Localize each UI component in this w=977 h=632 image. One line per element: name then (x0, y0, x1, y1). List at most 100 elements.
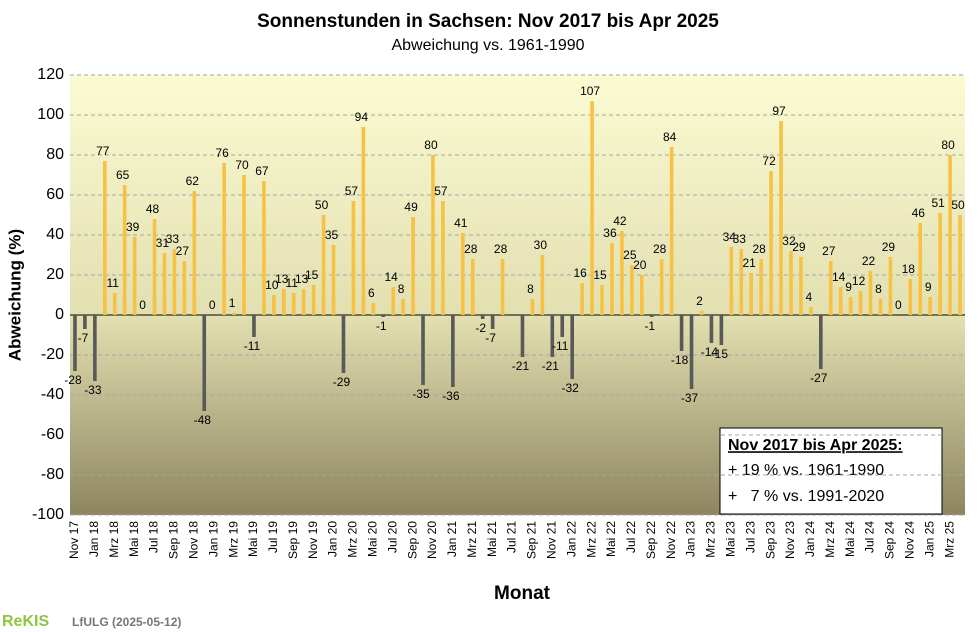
x-tick-label: Nov 22 (664, 521, 678, 559)
bar (311, 285, 316, 315)
value-label: 9 (925, 280, 932, 294)
value-label: -35 (412, 387, 430, 401)
y-tick-label: 60 (46, 186, 64, 203)
x-tick-label: Sep 23 (763, 521, 777, 559)
bar (769, 171, 773, 315)
annotation-box (719, 427, 943, 515)
x-tick-label: Mai 18 (127, 521, 141, 557)
value-label: 57 (345, 184, 359, 198)
value-label: 80 (424, 138, 438, 152)
bar (689, 315, 694, 389)
value-label: 62 (186, 174, 200, 188)
x-tick-label: Jul 18 (147, 521, 161, 553)
bar (779, 121, 783, 315)
value-label: 9 (845, 280, 852, 294)
value-label: 50 (315, 198, 329, 212)
value-label: 65 (116, 168, 130, 182)
bar (789, 251, 793, 315)
value-label: 28 (464, 242, 478, 256)
x-tick-label: Mrz 18 (107, 521, 121, 558)
bar (560, 315, 565, 337)
bar (461, 233, 465, 315)
x-tick-label: Jan 19 (206, 521, 220, 557)
x-tick-label: Mai 24 (843, 521, 857, 557)
bar (262, 181, 266, 315)
bar (272, 295, 276, 315)
value-label: -21 (542, 359, 560, 373)
value-label: -14 (701, 345, 719, 359)
value-label: -21 (512, 359, 530, 373)
value-label: 42 (613, 214, 627, 228)
value-label: 15 (593, 268, 607, 282)
x-tick-label: Nov 17 (67, 521, 81, 559)
x-tick-label: Mrz 22 (584, 521, 598, 558)
x-tick-label: Mrz 25 (942, 521, 956, 558)
bar (520, 315, 525, 357)
value-label: 20 (633, 258, 647, 272)
bar (480, 315, 485, 319)
bar (381, 315, 386, 317)
value-label: 10 (265, 278, 279, 292)
value-label: -1 (376, 319, 387, 333)
bar (669, 147, 674, 315)
x-tick-label: Jan 22 (564, 521, 578, 557)
value-label: 76 (215, 146, 229, 160)
value-label: 107 (580, 84, 600, 98)
bar (202, 315, 207, 411)
bar (331, 245, 336, 315)
x-axis-label: Monat (494, 583, 551, 604)
annotation-line: + 7 % vs. 1991-2020 (728, 488, 884, 505)
value-label: 97 (772, 104, 786, 118)
y-tick-label: 100 (37, 106, 64, 123)
value-label: -15 (711, 347, 729, 361)
x-tick-label: Nov 19 (306, 521, 320, 559)
value-label: -32 (562, 381, 580, 395)
value-label: 18 (902, 262, 916, 276)
bar (610, 243, 614, 315)
y-tick-label: 0 (55, 306, 64, 323)
value-label: 0 (139, 298, 146, 312)
x-tick-label: Jul 20 (385, 521, 399, 553)
bar (749, 273, 753, 315)
bar (550, 315, 555, 357)
bar (301, 289, 306, 315)
value-label: 27 (176, 244, 190, 258)
x-tick-label: Jul 19 (266, 521, 280, 553)
bar (809, 307, 813, 315)
bar (232, 313, 236, 315)
value-label: 14 (385, 270, 399, 284)
value-label: 80 (941, 138, 955, 152)
x-tick-label: Jan 25 (922, 521, 936, 557)
value-label: -7 (78, 331, 89, 345)
x-tick-label: Sep 18 (167, 521, 181, 559)
bar (321, 215, 326, 315)
y-tick-label: -60 (41, 426, 64, 443)
value-label: 15 (305, 268, 319, 282)
bar (282, 289, 286, 315)
x-tick-label: Mai 20 (365, 521, 379, 557)
x-tick-label: Sep 20 (405, 521, 419, 559)
bar (291, 293, 296, 315)
value-label: 13 (295, 272, 309, 286)
x-tick-label: Jan 23 (684, 521, 698, 557)
bar (649, 315, 654, 317)
x-tick-label: Nov 24 (902, 521, 916, 559)
value-label: 94 (355, 110, 369, 124)
value-label: 1 (229, 296, 236, 310)
value-label: -29 (333, 375, 351, 389)
bar (928, 297, 932, 315)
y-tick-label: 80 (46, 146, 64, 163)
bar (401, 299, 405, 315)
bar (103, 161, 107, 315)
value-label: 11 (107, 276, 120, 290)
bar (848, 297, 853, 315)
bar (132, 237, 137, 315)
y-tick-label: -40 (41, 386, 64, 403)
x-tick-label: Nov 21 (544, 521, 558, 559)
bar (192, 191, 197, 315)
bar (948, 155, 952, 315)
x-tick-label: Sep 22 (644, 521, 658, 559)
value-label: 16 (573, 266, 587, 280)
value-label: 0 (209, 298, 216, 312)
